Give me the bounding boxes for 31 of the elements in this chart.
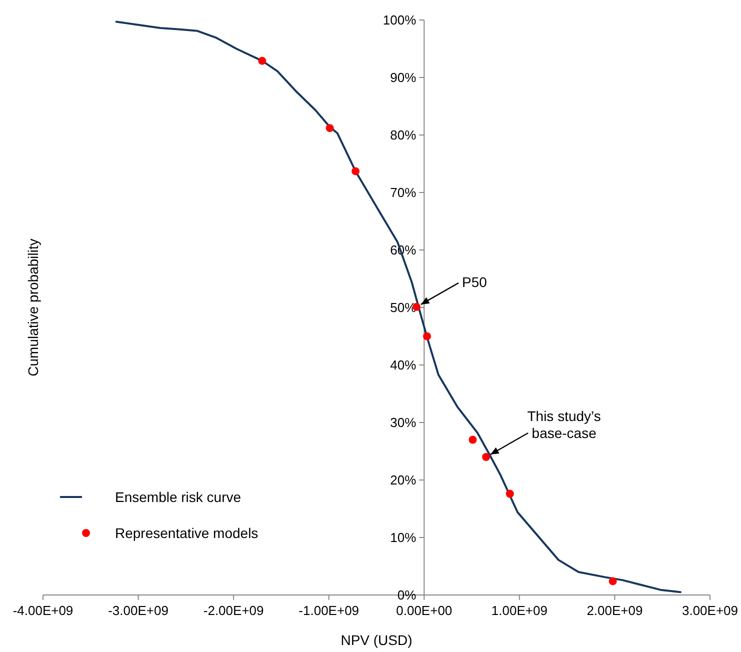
y-axis-title: Cumulative probability <box>25 238 41 376</box>
point <box>506 490 514 498</box>
x-axis-title: NPV (USD) <box>340 632 412 648</box>
point <box>258 56 266 65</box>
point <box>482 453 490 461</box>
legend-label: Representative models <box>115 525 258 541</box>
point <box>326 124 334 132</box>
point <box>352 167 360 176</box>
y-tick-label: 90% <box>390 70 417 85</box>
y-tick-label: 10% <box>390 530 417 545</box>
x-tick-label: -3.00E+09 <box>108 603 168 618</box>
legend-label: Ensemble risk curve <box>115 489 242 505</box>
x-tick-label: -1.00E+09 <box>298 603 360 618</box>
x-tick-label: 1.00E+09 <box>491 603 548 618</box>
y-tick-label: 40% <box>390 358 417 372</box>
x-tick-label: -2.00E+09 <box>203 603 264 618</box>
y-tick-label: 30% <box>390 415 417 430</box>
point <box>423 332 431 340</box>
y-tick-label: 80% <box>390 128 417 142</box>
x-tick-label: -4.00E+09 <box>12 603 74 618</box>
y-tick-label: 20% <box>390 472 417 488</box>
y-tick-label: 100% <box>382 12 417 28</box>
x-tick-label: 2.00E+09 <box>586 603 643 618</box>
x-tick-label: 0.00E+00 <box>396 603 452 618</box>
annotation: P50 <box>462 274 488 290</box>
point <box>468 436 477 444</box>
y-tick-label: 0% <box>397 588 417 602</box>
x-tick-label: 3.00E+09 <box>682 603 738 618</box>
point <box>608 577 617 586</box>
y-tick-label: 70% <box>390 185 417 200</box>
annotation: This study’s base-case <box>527 408 601 441</box>
